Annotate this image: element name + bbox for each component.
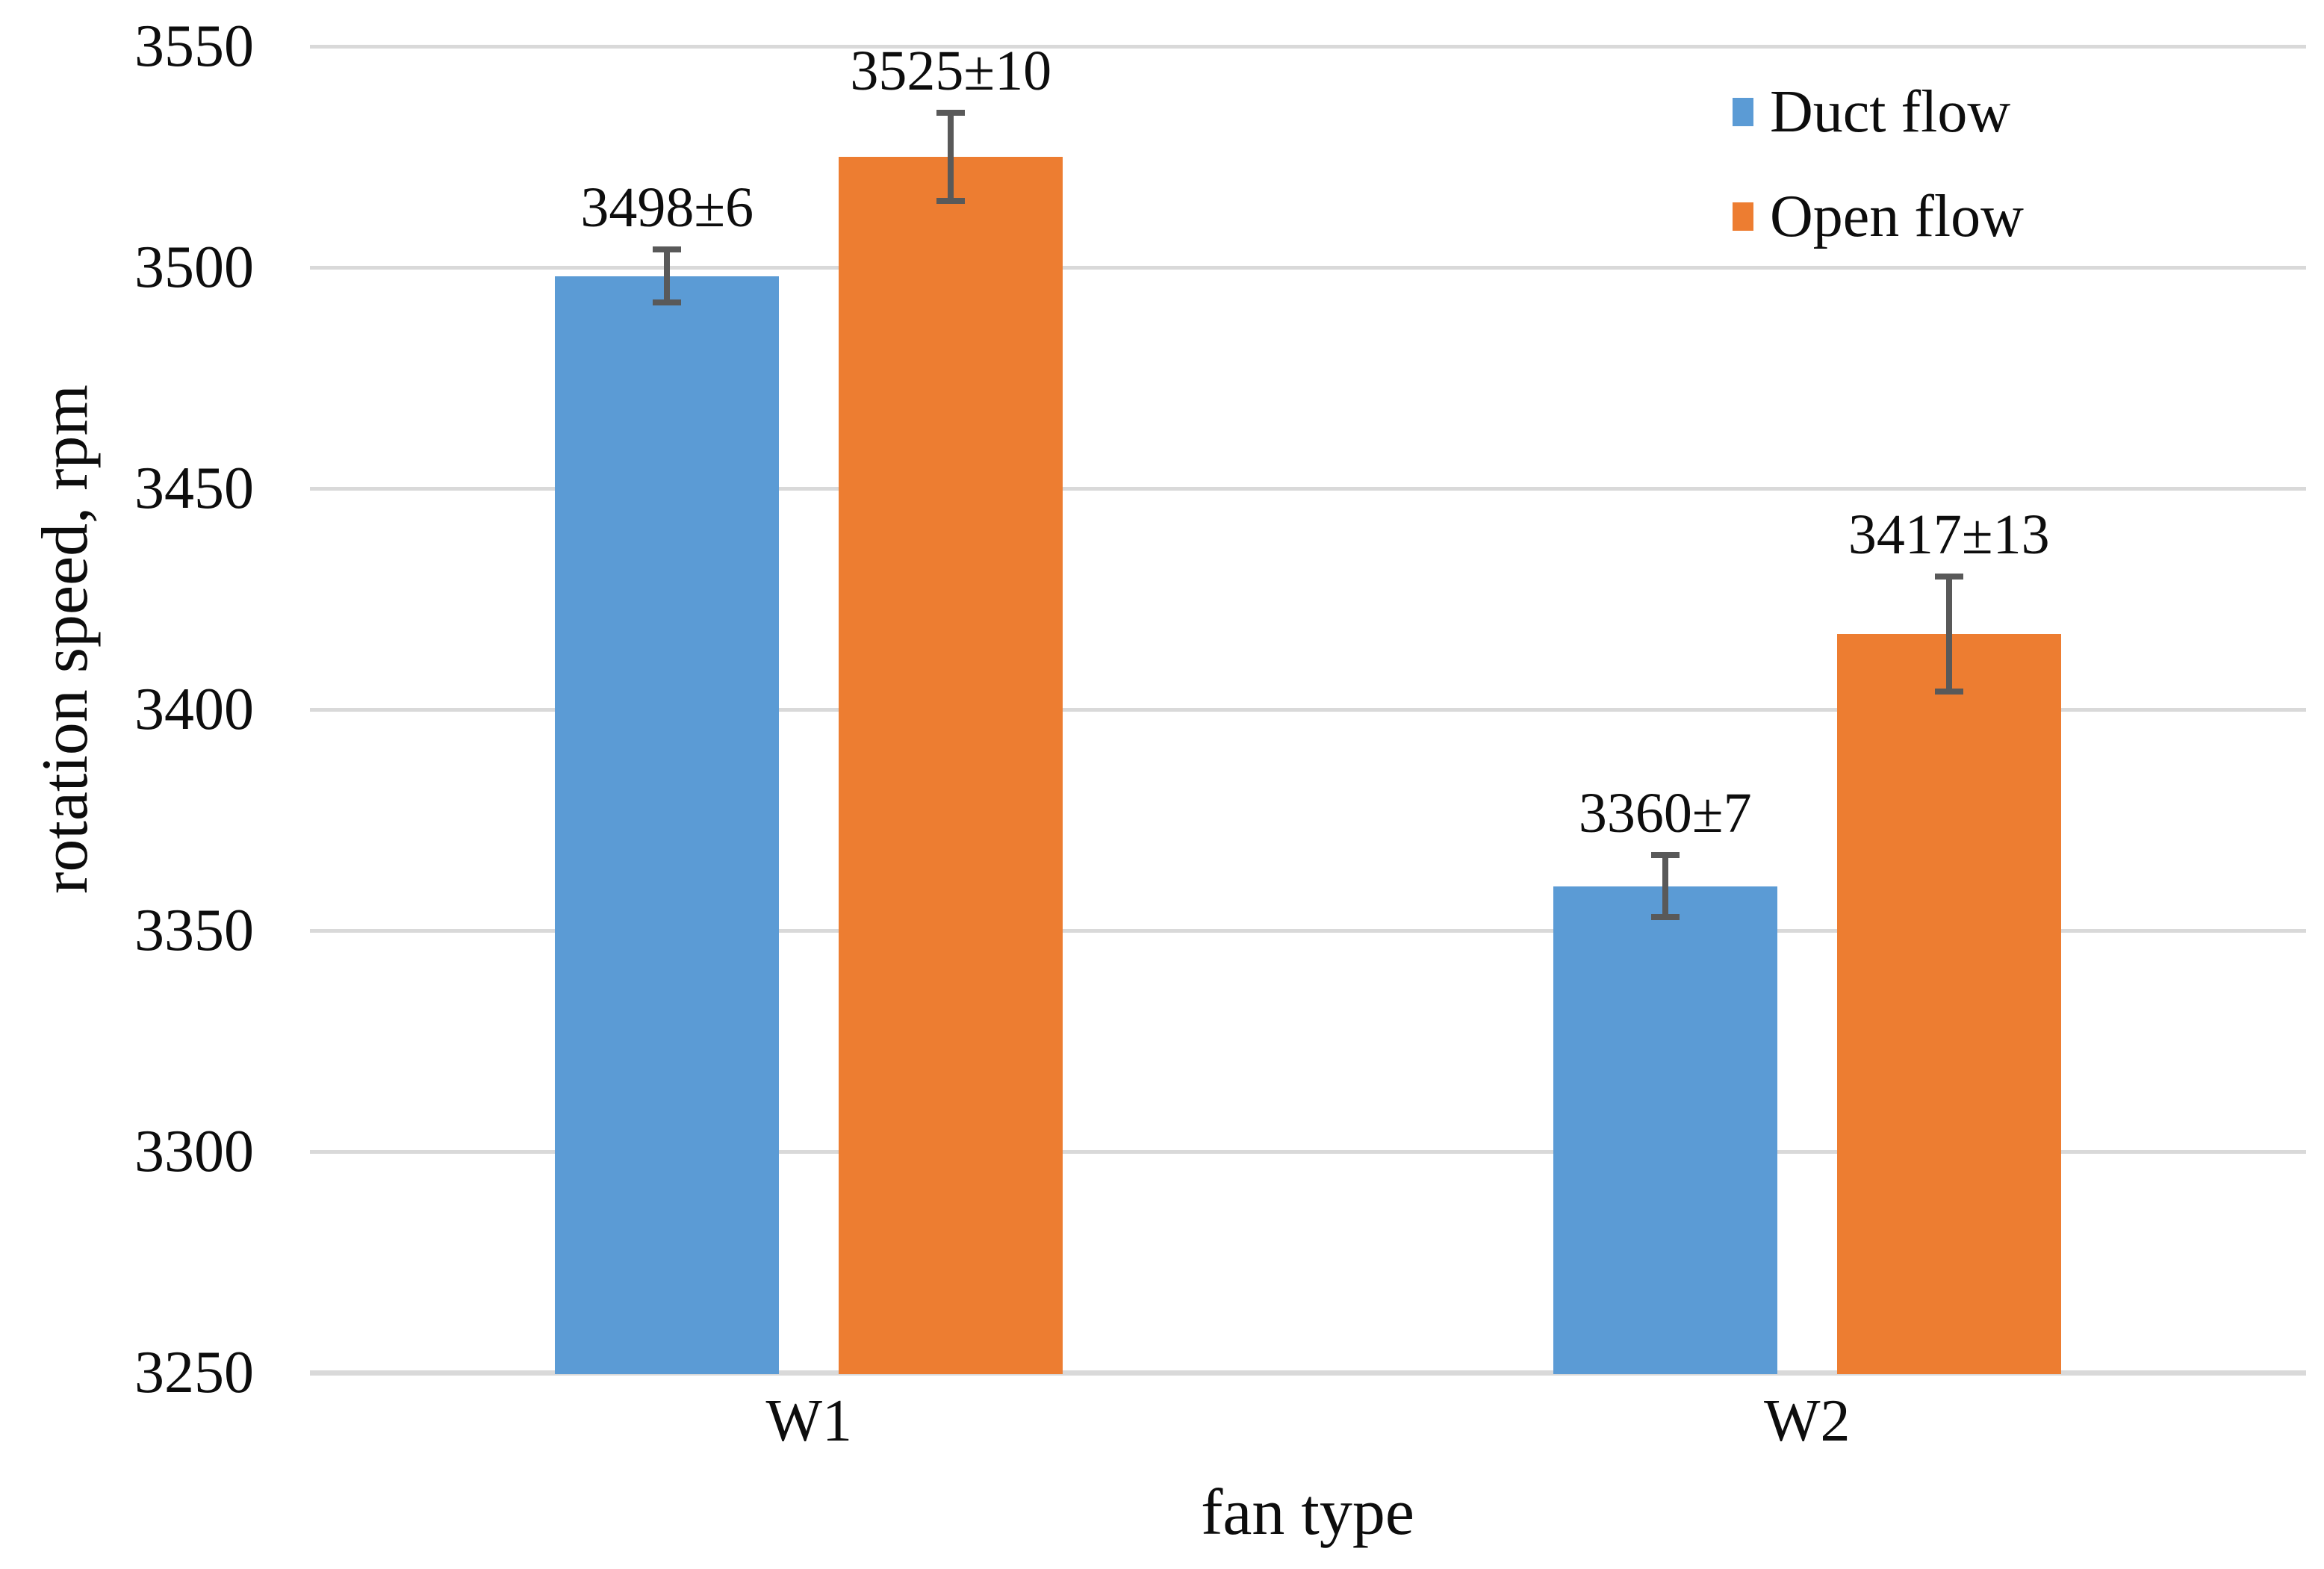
x-axis-title: fan type bbox=[1201, 1476, 1414, 1549]
legend-label-duct-flow: Duct flow bbox=[1770, 79, 2011, 145]
legend: Duct flow Open flow bbox=[1733, 77, 2024, 252]
bar-W2-open-flow bbox=[1836, 634, 2061, 1374]
y-axis-title: rotation speed, rpm bbox=[29, 385, 102, 894]
data-label-W1-0: 3498±6 bbox=[580, 176, 754, 240]
y-tick-label-3350: 3350 bbox=[134, 898, 254, 963]
error-bar-cap-bottom-W2-1 bbox=[1934, 689, 1963, 695]
data-label-W1-1: 3525±10 bbox=[850, 39, 1052, 102]
y-tick-label-3450: 3450 bbox=[134, 456, 254, 521]
error-bar-W2-0 bbox=[1662, 855, 1668, 918]
bar-W1-open-flow bbox=[839, 157, 1063, 1374]
error-bar-W2-1 bbox=[1945, 577, 1952, 692]
legend-label-open-flow: Open flow bbox=[1770, 184, 2024, 249]
duct-flow-swatch-icon bbox=[1733, 98, 1753, 126]
x-category-label-W2: W2 bbox=[1763, 1388, 1851, 1454]
y-tick-label-3550: 3550 bbox=[134, 13, 254, 79]
x-category-label-W1: W1 bbox=[765, 1388, 852, 1454]
bar-W1-duct-flow bbox=[555, 276, 780, 1374]
error-bar-cap-bottom-W2-0 bbox=[1650, 914, 1680, 921]
gridline-3350 bbox=[310, 929, 2306, 933]
error-bar-cap-top-W2-0 bbox=[1650, 852, 1680, 859]
gridline-3250 bbox=[310, 1370, 2306, 1376]
open-flow-swatch-icon bbox=[1733, 202, 1753, 231]
y-tick-label-3300: 3300 bbox=[134, 1119, 254, 1184]
error-bar-W1-1 bbox=[948, 112, 954, 202]
y-tick-label-3400: 3400 bbox=[134, 677, 254, 742]
data-label-W2-1: 3417±13 bbox=[1848, 503, 2050, 567]
error-bar-cap-top-W1-1 bbox=[936, 109, 966, 116]
error-bar-cap-bottom-W1-1 bbox=[936, 198, 966, 205]
error-bar-W1-0 bbox=[664, 249, 671, 303]
bar-W2-duct-flow bbox=[1553, 886, 1777, 1374]
gridline-3500 bbox=[310, 266, 2306, 270]
error-bar-cap-bottom-W1-0 bbox=[653, 299, 682, 306]
gridline-3450 bbox=[310, 487, 2306, 491]
y-tick-label-3500: 3500 bbox=[134, 234, 254, 300]
data-label-W2-0: 3360±7 bbox=[1578, 782, 1752, 845]
gridline-3400 bbox=[310, 708, 2306, 712]
gridline-3300 bbox=[310, 1150, 2306, 1154]
y-tick-label-3250: 3250 bbox=[134, 1340, 254, 1405]
legend-item-open-flow: Open flow bbox=[1733, 181, 2024, 252]
error-bar-cap-top-W2-1 bbox=[1934, 574, 1963, 580]
error-bar-cap-top-W1-0 bbox=[653, 246, 682, 253]
legend-item-duct-flow: Duct flow bbox=[1733, 77, 2024, 147]
gridline-3550 bbox=[310, 45, 2306, 49]
